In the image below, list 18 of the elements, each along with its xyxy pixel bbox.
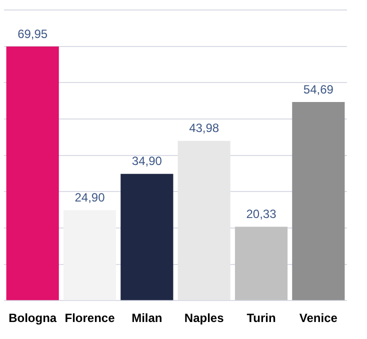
- data-label: 43,98: [189, 121, 220, 136]
- x-tick-label: Bologna: [8, 311, 57, 326]
- data-label: 69,95: [18, 26, 48, 41]
- x-tick-label: Florence: [64, 311, 116, 326]
- x-tick-label: Venice: [299, 311, 338, 326]
- bar: [6, 46, 59, 300]
- bar: [120, 174, 174, 300]
- bar: [178, 140, 230, 300]
- x-tick-label: Milan: [132, 311, 162, 326]
- x-tick-label: Turin: [246, 311, 276, 326]
- data-label: 24,90: [74, 190, 106, 204]
- data-label: 20,33: [246, 207, 277, 222]
- bar: [63, 210, 116, 300]
- data-label: 34,90: [132, 154, 162, 168]
- x-tick-label: Naples: [184, 311, 224, 326]
- bar: [234, 226, 288, 300]
- data-label: 54,69: [303, 82, 334, 96]
- bar: [292, 102, 345, 300]
